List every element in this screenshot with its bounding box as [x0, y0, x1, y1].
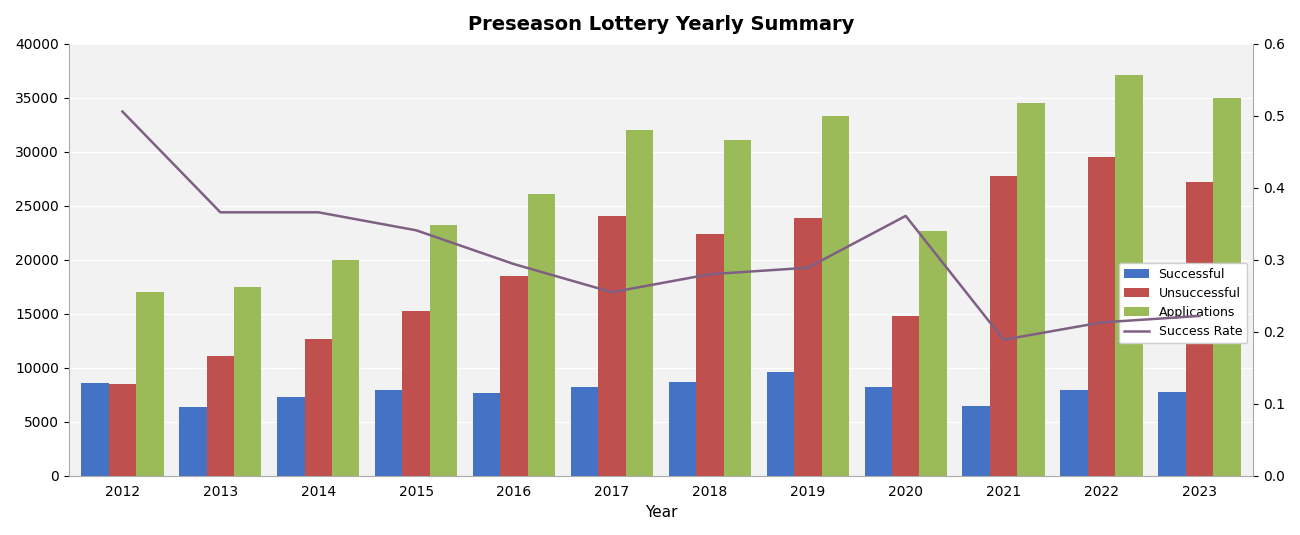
Bar: [1061, 391, 1088, 476]
Success Rate: [311, 209, 326, 216]
Legend: Successful, Unsuccessful, Applications, Success Rate: Successful, Unsuccessful, Applications, …: [1118, 263, 1247, 343]
Bar: [82, 383, 109, 476]
Bar: [668, 382, 697, 476]
Bar: [892, 316, 919, 476]
X-axis label: Year: Year: [645, 505, 677, 520]
Bar: [864, 387, 892, 476]
Bar: [598, 216, 625, 476]
Bar: [277, 397, 304, 476]
Success Rate: [898, 213, 914, 219]
Bar: [500, 276, 528, 476]
Bar: [179, 407, 207, 476]
Success Rate: [114, 108, 130, 114]
Bar: [724, 140, 751, 476]
Bar: [1158, 392, 1186, 476]
Success Rate: [408, 227, 424, 233]
Bar: [571, 387, 598, 476]
Bar: [304, 339, 332, 476]
Bar: [374, 391, 403, 476]
Bar: [625, 130, 653, 476]
Bar: [1018, 103, 1045, 476]
Bar: [919, 231, 946, 476]
Success Rate: [506, 261, 521, 268]
Bar: [430, 225, 458, 476]
Bar: [962, 406, 989, 476]
Success Rate: [702, 271, 718, 278]
Bar: [528, 194, 555, 476]
Bar: [136, 292, 164, 476]
Title: Preseason Lottery Yearly Summary: Preseason Lottery Yearly Summary: [468, 15, 854, 34]
Success Rate: [1093, 319, 1109, 326]
Bar: [794, 218, 822, 476]
Bar: [1213, 98, 1240, 476]
Bar: [109, 384, 136, 476]
Bar: [697, 234, 724, 476]
Success Rate: [604, 289, 620, 295]
Bar: [473, 393, 500, 476]
Bar: [1088, 157, 1115, 476]
Bar: [207, 356, 234, 476]
Bar: [332, 260, 359, 476]
Bar: [822, 116, 849, 476]
Success Rate: [213, 209, 229, 216]
Success Rate: [996, 337, 1011, 343]
Success Rate: [1192, 313, 1208, 319]
Bar: [767, 372, 794, 476]
Success Rate: [800, 264, 815, 271]
Bar: [989, 175, 1018, 476]
Bar: [403, 310, 430, 476]
Bar: [234, 287, 261, 476]
Bar: [1186, 182, 1213, 476]
Bar: [1115, 75, 1143, 476]
Line: Success Rate: Success Rate: [122, 111, 1200, 340]
